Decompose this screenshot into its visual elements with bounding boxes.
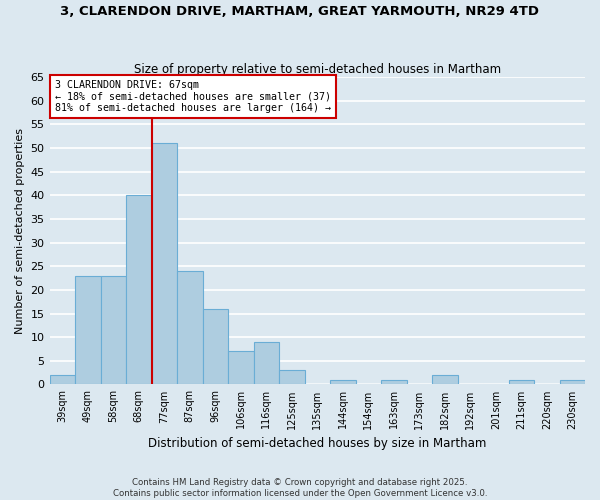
Text: 3, CLARENDON DRIVE, MARTHAM, GREAT YARMOUTH, NR29 4TD: 3, CLARENDON DRIVE, MARTHAM, GREAT YARMO… [61,5,539,18]
X-axis label: Distribution of semi-detached houses by size in Martham: Distribution of semi-detached houses by … [148,437,487,450]
Bar [177,271,203,384]
Title: Size of property relative to semi-detached houses in Martham: Size of property relative to semi-detach… [134,63,501,76]
Bar [509,380,534,384]
Bar [228,352,254,384]
Text: 3 CLARENDON DRIVE: 67sqm
← 18% of semi-detached houses are smaller (37)
81% of s: 3 CLARENDON DRIVE: 67sqm ← 18% of semi-d… [55,80,331,114]
Bar [126,196,152,384]
Bar [101,276,126,384]
Bar [381,380,407,384]
Bar [279,370,305,384]
Bar [152,144,177,384]
Bar [203,309,228,384]
Y-axis label: Number of semi-detached properties: Number of semi-detached properties [15,128,25,334]
Bar [75,276,101,384]
Bar [50,375,75,384]
Bar [254,342,279,384]
Text: Contains HM Land Registry data © Crown copyright and database right 2025.
Contai: Contains HM Land Registry data © Crown c… [113,478,487,498]
Bar [560,380,585,384]
Bar [330,380,356,384]
Bar [432,375,458,384]
